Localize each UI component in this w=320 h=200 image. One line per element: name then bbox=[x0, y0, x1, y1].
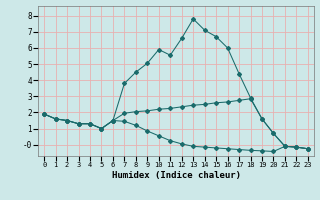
X-axis label: Humidex (Indice chaleur): Humidex (Indice chaleur) bbox=[111, 171, 241, 180]
